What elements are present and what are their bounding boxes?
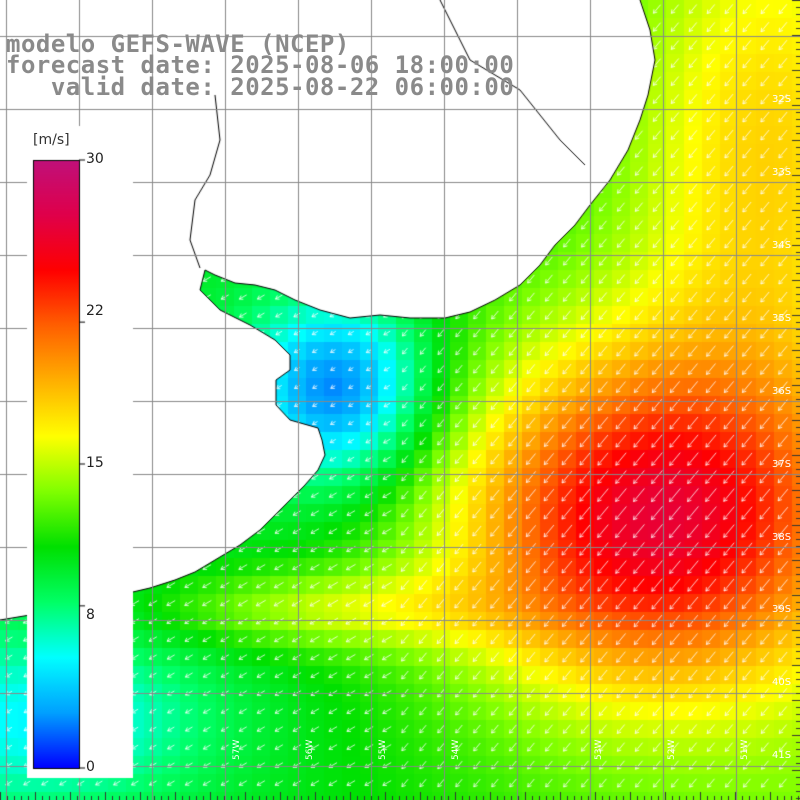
- colorbar-tick-30: 30: [86, 151, 104, 167]
- lat-label-41s: 41S: [772, 750, 792, 761]
- lon-label-52w: 52W: [667, 739, 677, 760]
- lon-label-57w: 57W: [232, 739, 242, 760]
- lon-label-53w: 53W: [594, 739, 604, 760]
- lon-label-54w: 54W: [451, 739, 461, 760]
- lat-label-39s: 39S: [772, 604, 792, 615]
- lon-label-56w: 56W: [305, 739, 315, 760]
- colorbar-tick-15: 15: [86, 455, 104, 471]
- lon-label-51w: 51W: [740, 739, 750, 760]
- lat-label-36s: 36S: [772, 386, 792, 397]
- lat-label-37s: 37S: [772, 459, 792, 470]
- lat-label-35s: 35S: [772, 313, 792, 324]
- colorbar-tick-8: 8: [86, 607, 95, 623]
- lat-label-32s: 32S: [772, 94, 792, 105]
- colorbar-tick-22: 22: [86, 303, 104, 319]
- lat-label-34s: 34S: [772, 240, 792, 251]
- valid-date: valid date: 2025-08-22 06:00:00: [6, 73, 515, 101]
- lat-label-33s: 33S: [772, 167, 792, 178]
- colorbar-unit: [m/s]: [33, 132, 70, 148]
- model-title: modelo GEFS-WAVE (NCEP): [6, 30, 350, 58]
- lon-label-55w: 55W: [378, 739, 388, 760]
- lat-label-38s: 38S: [772, 532, 792, 543]
- lat-label-40s: 40S: [772, 677, 792, 688]
- colorbar-tick-0: 0: [86, 759, 95, 775]
- forecast-date: forecast date: 2025-08-06 18:00:00: [6, 51, 515, 79]
